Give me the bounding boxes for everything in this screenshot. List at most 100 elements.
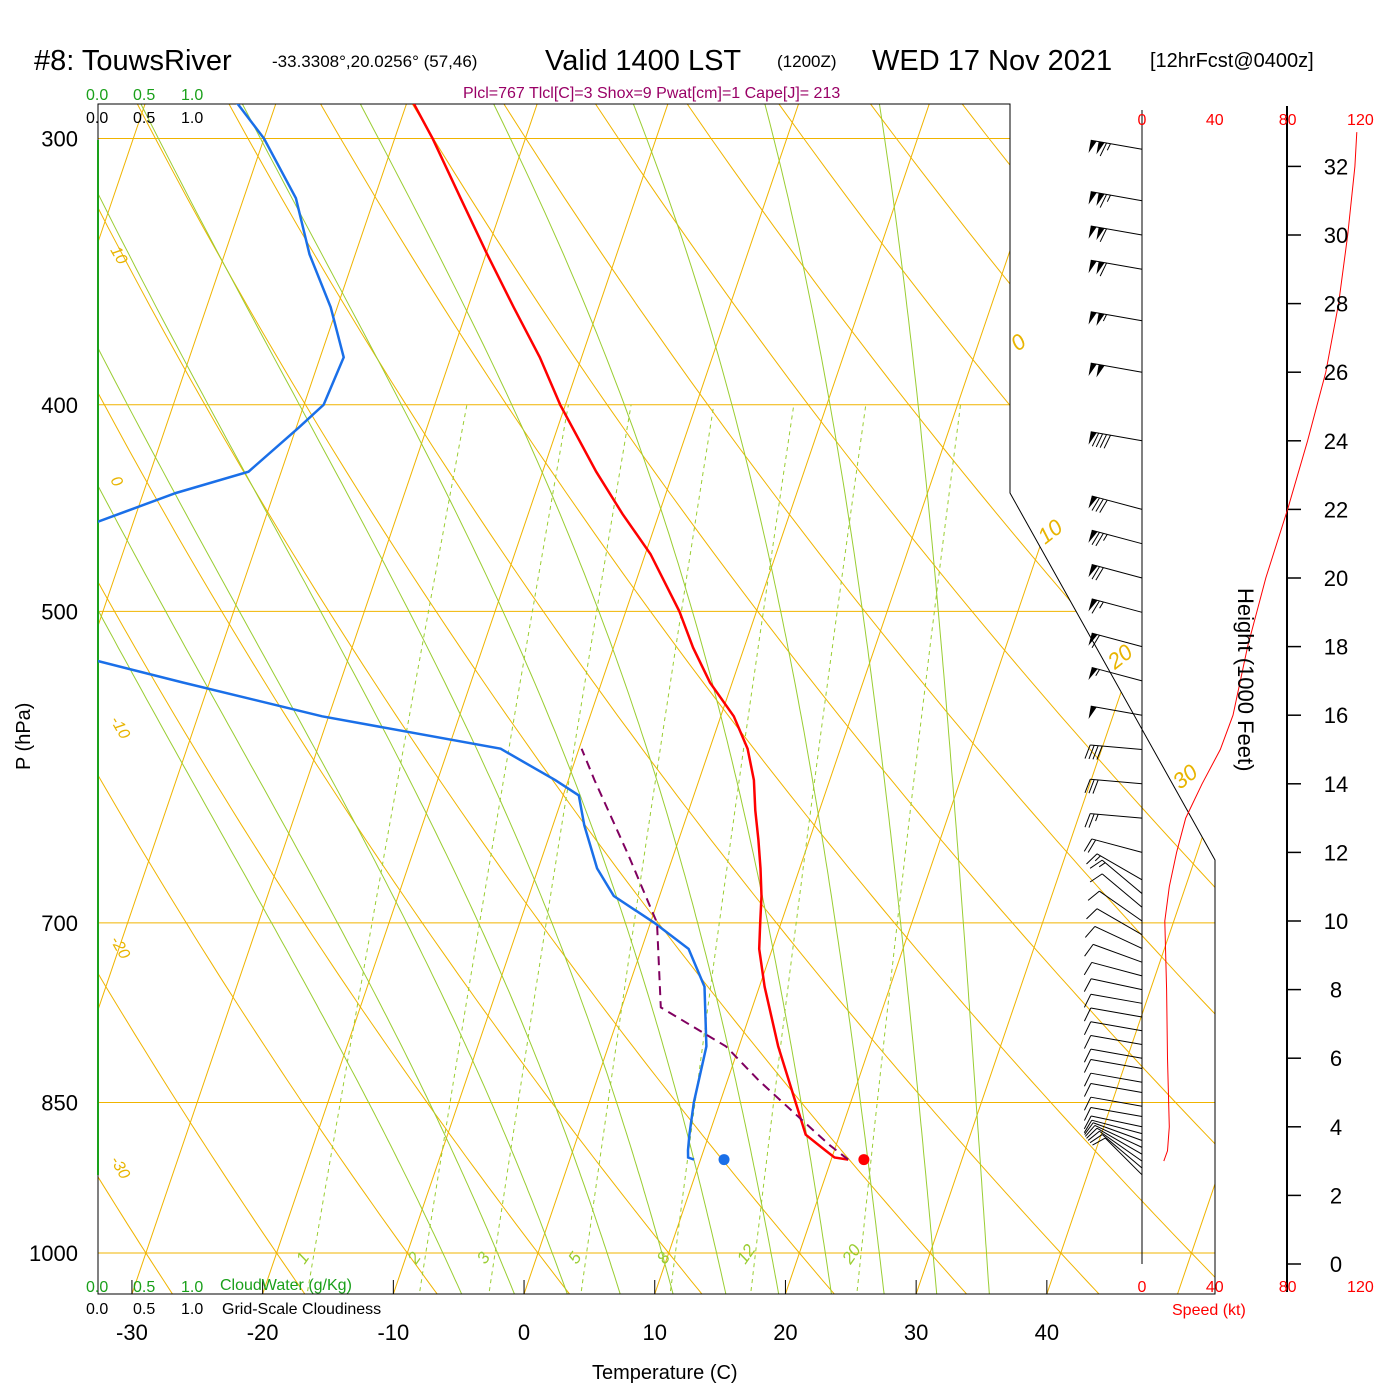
height-tick-label: 26 — [1324, 360, 1348, 385]
barb-pennant — [1088, 431, 1097, 445]
moist-adiabat — [713, 104, 939, 1294]
isotherm-label: 10 — [107, 244, 131, 268]
wind-barb — [1088, 632, 1143, 648]
wind-barb — [1084, 943, 1143, 963]
barb-staff — [1091, 564, 1143, 579]
cloudwater-tick-top-1: 0.5 — [133, 87, 155, 104]
barb-pennant — [1088, 530, 1098, 543]
dry-adiabat-label: 30 — [1168, 759, 1203, 794]
moist-adiabat — [559, 104, 887, 1294]
moist-adiabat — [270, 104, 782, 1294]
barb-flag — [1088, 745, 1095, 760]
height-tick-label: 30 — [1324, 223, 1348, 248]
barb-flag — [1095, 433, 1104, 448]
barb-half-flag — [1095, 814, 1099, 822]
wind-barb — [1083, 1034, 1143, 1049]
barb-staff — [1090, 1034, 1143, 1045]
isotherm-line — [392, 104, 800, 1294]
pressure-tick-label: 300 — [41, 126, 78, 151]
dry-adiabat — [486, 104, 1215, 1294]
barb-flag — [1091, 432, 1100, 447]
barb-staff — [1101, 1134, 1143, 1169]
height-tick-label: 16 — [1324, 703, 1348, 728]
barb-flag — [1084, 944, 1094, 957]
barb-flag — [1091, 566, 1100, 580]
cloudwater-tick-bottom-0: 0.0 — [86, 1279, 108, 1296]
zulu-time: (1200Z) — [777, 52, 837, 71]
wind-barb — [1088, 362, 1143, 378]
isotherm-line — [1308, 104, 1400, 1294]
wind-barb — [1088, 598, 1143, 614]
dry-adiabat — [98, 104, 580, 1294]
barb-flag — [1087, 839, 1097, 853]
barb-staff — [1090, 259, 1143, 270]
mixing-ratio-line — [486, 404, 632, 1294]
wind-barb — [1086, 908, 1143, 936]
barb-half-flag — [1103, 534, 1108, 541]
barb-staff — [1091, 978, 1143, 991]
dry-adiabat — [98, 104, 713, 1294]
wind-barb — [1088, 431, 1143, 449]
cloudiness-label: Grid-Scale Cloudiness — [222, 1301, 381, 1318]
cloudiness-tick-top-1: 0.5 — [133, 110, 155, 127]
surface-dewpoint-marker — [718, 1154, 730, 1166]
barb-staff — [1090, 1021, 1143, 1032]
cloudiness-tick-top-0: 0.0 — [86, 110, 108, 127]
barb-staff — [1090, 744, 1143, 750]
cloudwater-label: CloudWater (g/Kg) — [220, 1277, 352, 1294]
x-tick-label: 20 — [773, 1320, 797, 1345]
barb-staff — [1104, 1137, 1143, 1176]
moist-adiabat — [848, 104, 991, 1294]
barb-flag — [1091, 497, 1100, 511]
barb-flag — [1095, 567, 1104, 581]
mixing-ratio-label: 12 — [733, 1240, 760, 1267]
x-tick-label: 0 — [518, 1320, 530, 1345]
wind-barb — [1084, 926, 1143, 949]
barb-staff — [1090, 431, 1143, 442]
wind-speed-profile — [1163, 132, 1358, 1162]
cloudwater-tick-bottom-2: 1.0 — [181, 1279, 203, 1296]
barb-flag — [1084, 779, 1091, 794]
barb-flag — [1091, 634, 1100, 648]
barb-staff — [1096, 908, 1143, 936]
wind-barb — [1083, 1021, 1143, 1036]
isotherm-line — [131, 104, 538, 1294]
barb-flag — [1084, 1125, 1096, 1137]
pressure-tick-label: 1000 — [29, 1241, 78, 1266]
barb-staff — [1090, 1048, 1143, 1059]
barb-flag — [1083, 1035, 1092, 1049]
mixing-ratio-line — [748, 404, 867, 1294]
x-tick-label: 10 — [642, 1320, 666, 1345]
barb-flag — [1084, 813, 1091, 828]
barb-pennant — [1088, 140, 1097, 154]
wind-barb — [1092, 1137, 1143, 1176]
barb-pennant — [1088, 564, 1098, 578]
dry-adiabat — [98, 104, 846, 1294]
barb-flag — [1083, 1072, 1092, 1087]
barb-flag — [1083, 1048, 1092, 1063]
wind-barb — [1083, 838, 1143, 853]
mixing-ratio-label: 5 — [564, 1248, 585, 1267]
barb-staff — [1090, 139, 1143, 150]
height-tick-label: 28 — [1324, 292, 1348, 317]
profile-layer — [98, 104, 870, 1166]
barb-flag — [1089, 859, 1103, 869]
barb-flag — [1099, 228, 1107, 243]
barb-flag — [1088, 813, 1095, 828]
wind-barb — [1083, 1096, 1143, 1111]
barb-staff — [1091, 1119, 1143, 1135]
barb-staff — [1091, 529, 1143, 545]
wind-barb — [1083, 961, 1143, 977]
speed-tick-label-bottom: 40 — [1206, 1279, 1224, 1296]
barb-staff — [1090, 813, 1143, 819]
dry-adiabat — [138, 104, 1112, 1294]
wind-barb — [1088, 529, 1143, 547]
barb-flag — [1099, 262, 1107, 277]
plot-frame — [97, 103, 1216, 1295]
speed-tick-label-bottom: 120 — [1347, 1279, 1374, 1296]
isotherm-line — [523, 104, 930, 1294]
isotherm-label: -20 — [107, 934, 133, 963]
wind-barb — [1088, 191, 1143, 208]
moist-adiabat — [154, 104, 730, 1294]
isotherm-label: -30 — [107, 1154, 133, 1183]
